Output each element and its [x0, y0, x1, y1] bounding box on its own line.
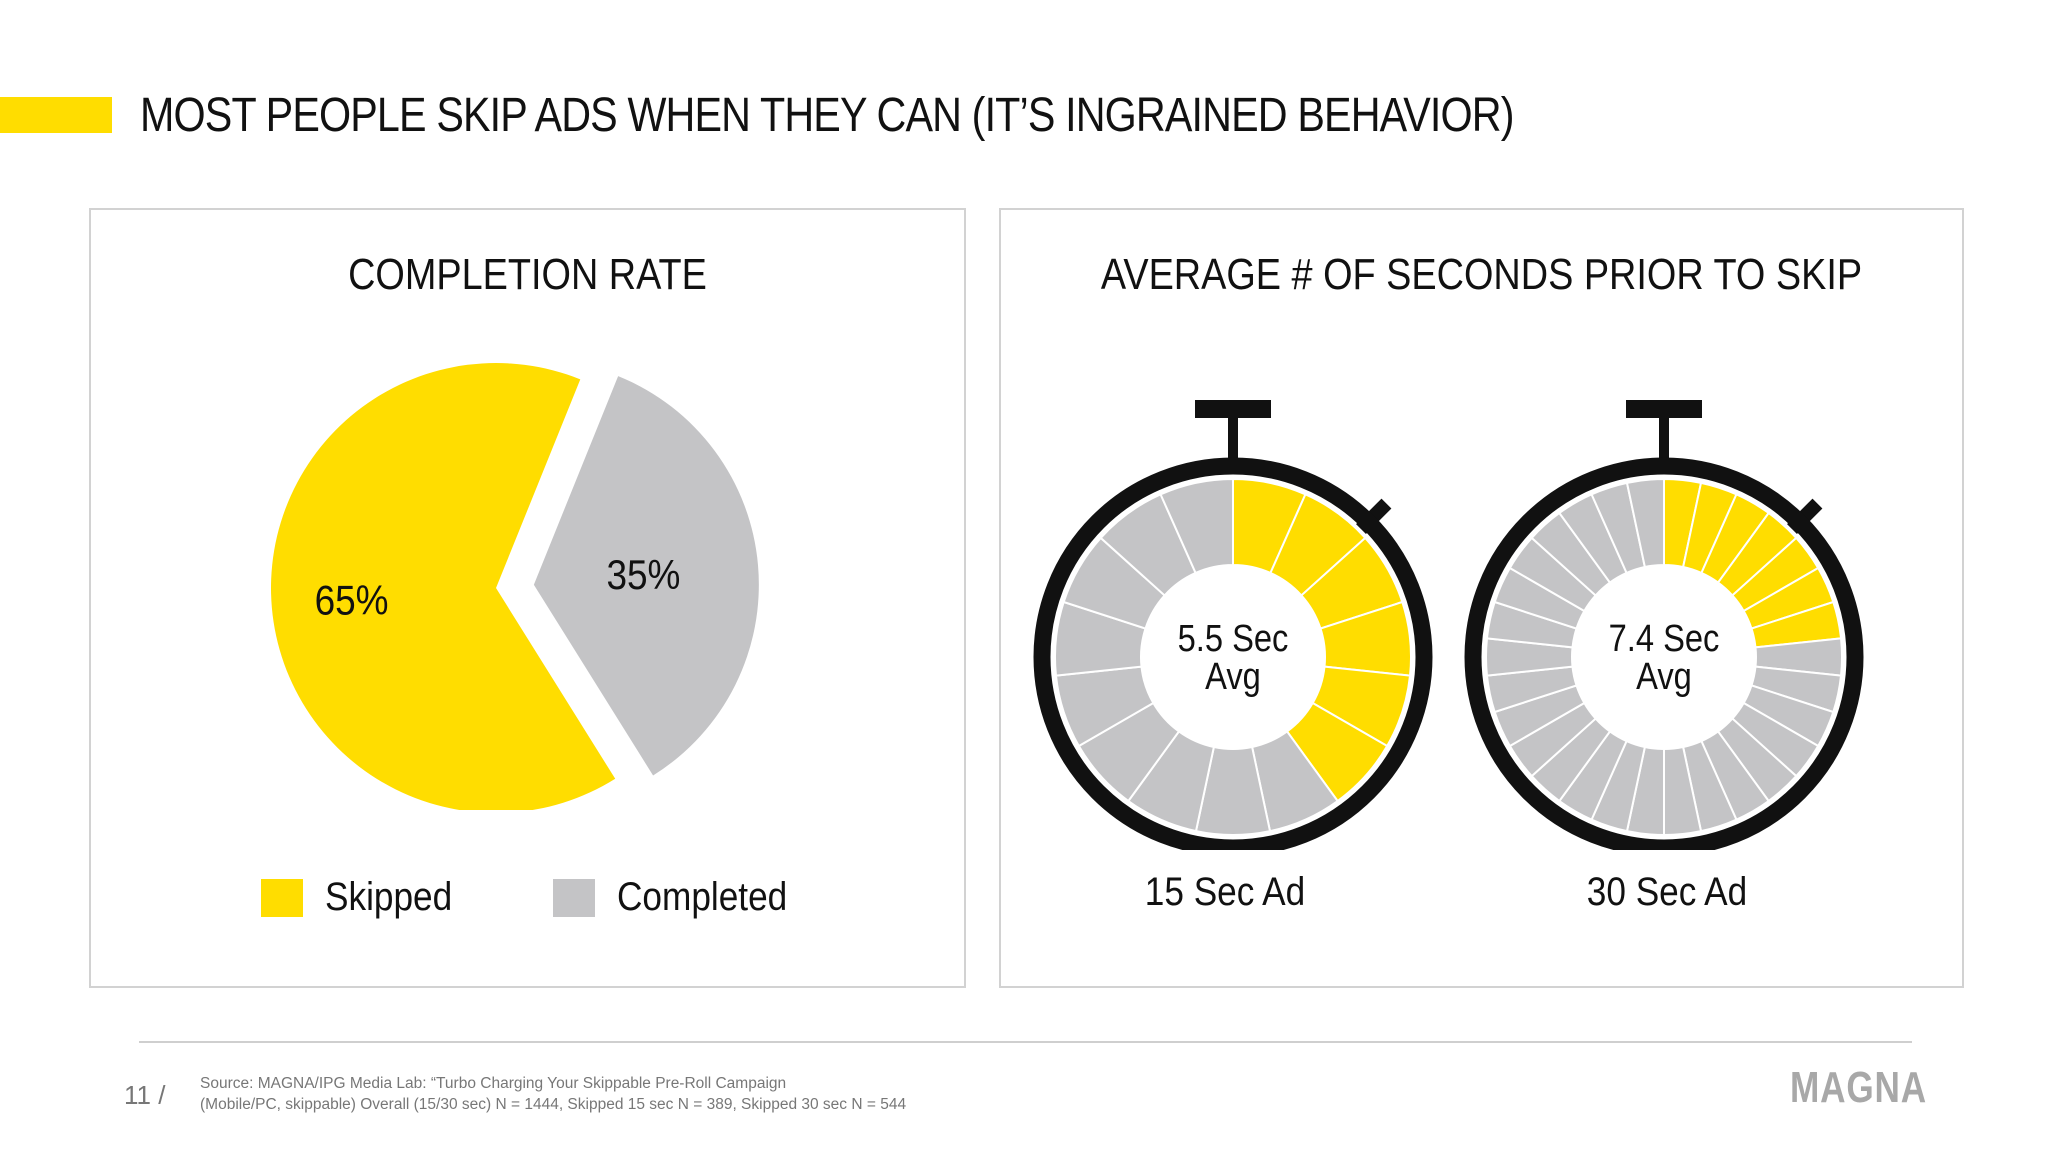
stopwatch-center-label: Avg	[1636, 655, 1692, 698]
legend-label-completed: Completed	[617, 875, 788, 919]
pie-chart-title: COMPLETION RATE	[348, 250, 707, 299]
timer-label-30-sec: 30 Sec Ad	[1586, 870, 1748, 914]
slide-title: MOST PEOPLE SKIP ADS WHEN THEY CAN (IT’S…	[140, 89, 1514, 142]
timer-chart-title: AVERAGE # OF SECONDS PRIOR TO SKIP	[1100, 250, 1863, 299]
source-line-2: (Mobile/PC, skippable) Overall (15/30 se…	[200, 1096, 907, 1113]
footer-divider	[139, 1041, 1912, 1043]
pie-slice-completed	[533, 376, 759, 776]
page-number: 11 /	[124, 1080, 166, 1110]
stopwatch-center-label: 5.5 Sec	[1178, 617, 1289, 660]
pie-slice-skipped	[271, 363, 616, 810]
legend-swatch-completed	[553, 878, 595, 917]
source-note: Source: MAGNA/IPG Media Lab: “Turbo Char…	[200, 1073, 1100, 1115]
timer-label-15-sec: 15 Sec Ad	[1144, 870, 1306, 914]
stopwatch-crown	[1626, 400, 1702, 418]
stopwatch-center	[1141, 565, 1325, 749]
legend-swatch-skipped	[261, 878, 303, 917]
legend-item-completed: Completed	[553, 875, 810, 920]
pie-label-completed: 35%	[606, 552, 680, 599]
stopwatch-rim	[1464, 457, 1864, 850]
stopwatch-center-label: Avg	[1205, 655, 1261, 698]
legend-label-skipped: Skipped	[325, 875, 453, 919]
stopwatch-center	[1572, 565, 1756, 749]
pie-label-skipped: 65%	[315, 577, 389, 624]
stopwatch-crown	[1195, 400, 1271, 418]
stopwatch-center-label: 7.4 Sec	[1609, 617, 1720, 660]
magna-logo: MAGNA	[1790, 1063, 1927, 1112]
avg-seconds-panel: AVERAGE # OF SECONDS PRIOR TO SKIP 5.5 S…	[999, 208, 1964, 988]
source-line-1: Source: MAGNA/IPG Media Lab: “Turbo Char…	[200, 1075, 787, 1092]
completion-rate-panel: COMPLETION RATE 65% 35% Skipped Completed	[89, 208, 966, 988]
stopwatch-stem	[1659, 414, 1669, 474]
completion-pie-chart: 65% 35%	[271, 363, 759, 810]
stopwatch-rim	[1033, 457, 1433, 850]
legend-item-skipped: Skipped	[261, 875, 470, 920]
stopwatch-stem	[1228, 414, 1238, 474]
title-accent-bar	[0, 97, 112, 133]
